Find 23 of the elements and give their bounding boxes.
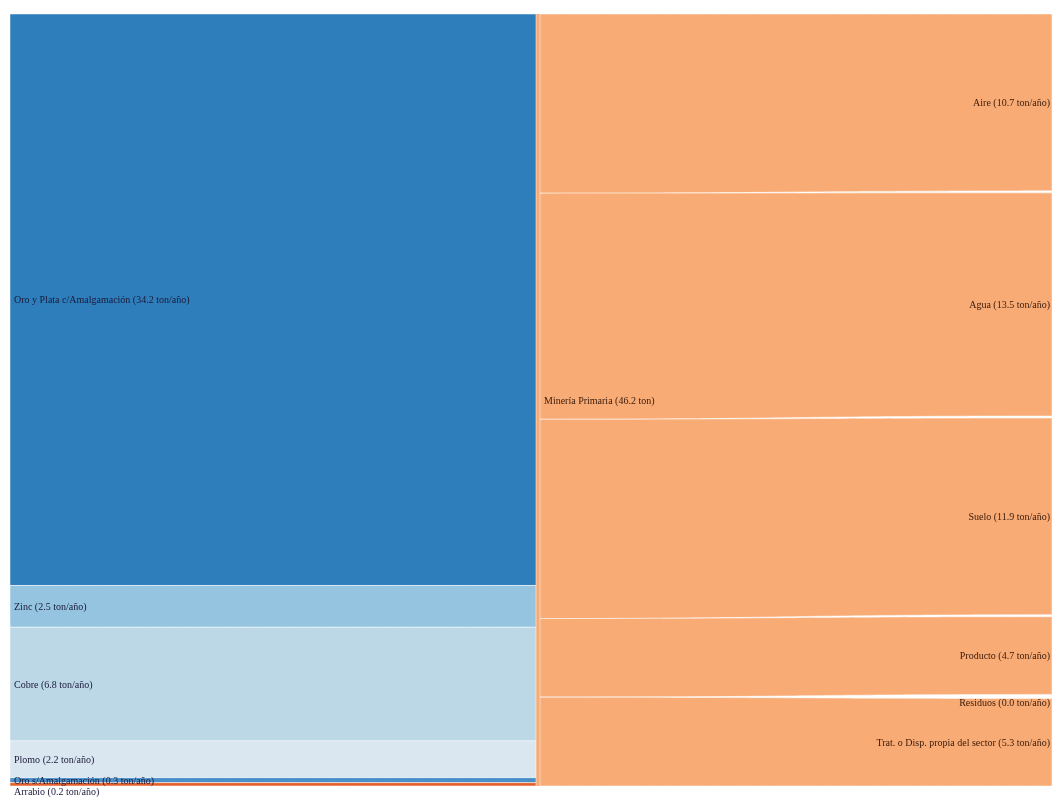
- category-label: Producto: [959, 650, 996, 662]
- category-label: Cobre: [14, 678, 39, 690]
- data-label: (6.8 ton/año): [40, 678, 93, 691]
- category-label: Aire: [973, 96, 992, 108]
- data-label: (4.7 ton/año): [998, 650, 1050, 663]
- data-label: (2.2 ton/año): [42, 753, 95, 766]
- category-label: Suelo: [968, 510, 992, 522]
- category-label: Zinc: [14, 600, 33, 612]
- data-label: (13.5 ton/año): [993, 298, 1050, 311]
- data-label: (10.7 ton/año): [993, 96, 1050, 109]
- category-label: Arrabio: [14, 785, 46, 797]
- data-label: (5.3 ton/año): [998, 736, 1050, 749]
- data-label: (11.9 ton/año): [993, 510, 1050, 523]
- data-label: (0.0 ton/año): [998, 696, 1050, 709]
- category-label: Oro y Plata c/Amalgamación: [14, 294, 131, 306]
- data-label: (0.2 ton/año): [47, 785, 100, 798]
- category-label: Residuos: [959, 696, 996, 708]
- category-label: Agua: [969, 298, 992, 310]
- text: Minería Primaria (46.2 ton): [544, 394, 655, 407]
- category-label: Plomo: [14, 753, 41, 765]
- category-label: Trat. o Disp. propia del sector: [876, 736, 997, 748]
- data-label: (34.2 ton/año): [132, 294, 190, 307]
- data-label: (2.5 ton/año): [34, 600, 87, 613]
